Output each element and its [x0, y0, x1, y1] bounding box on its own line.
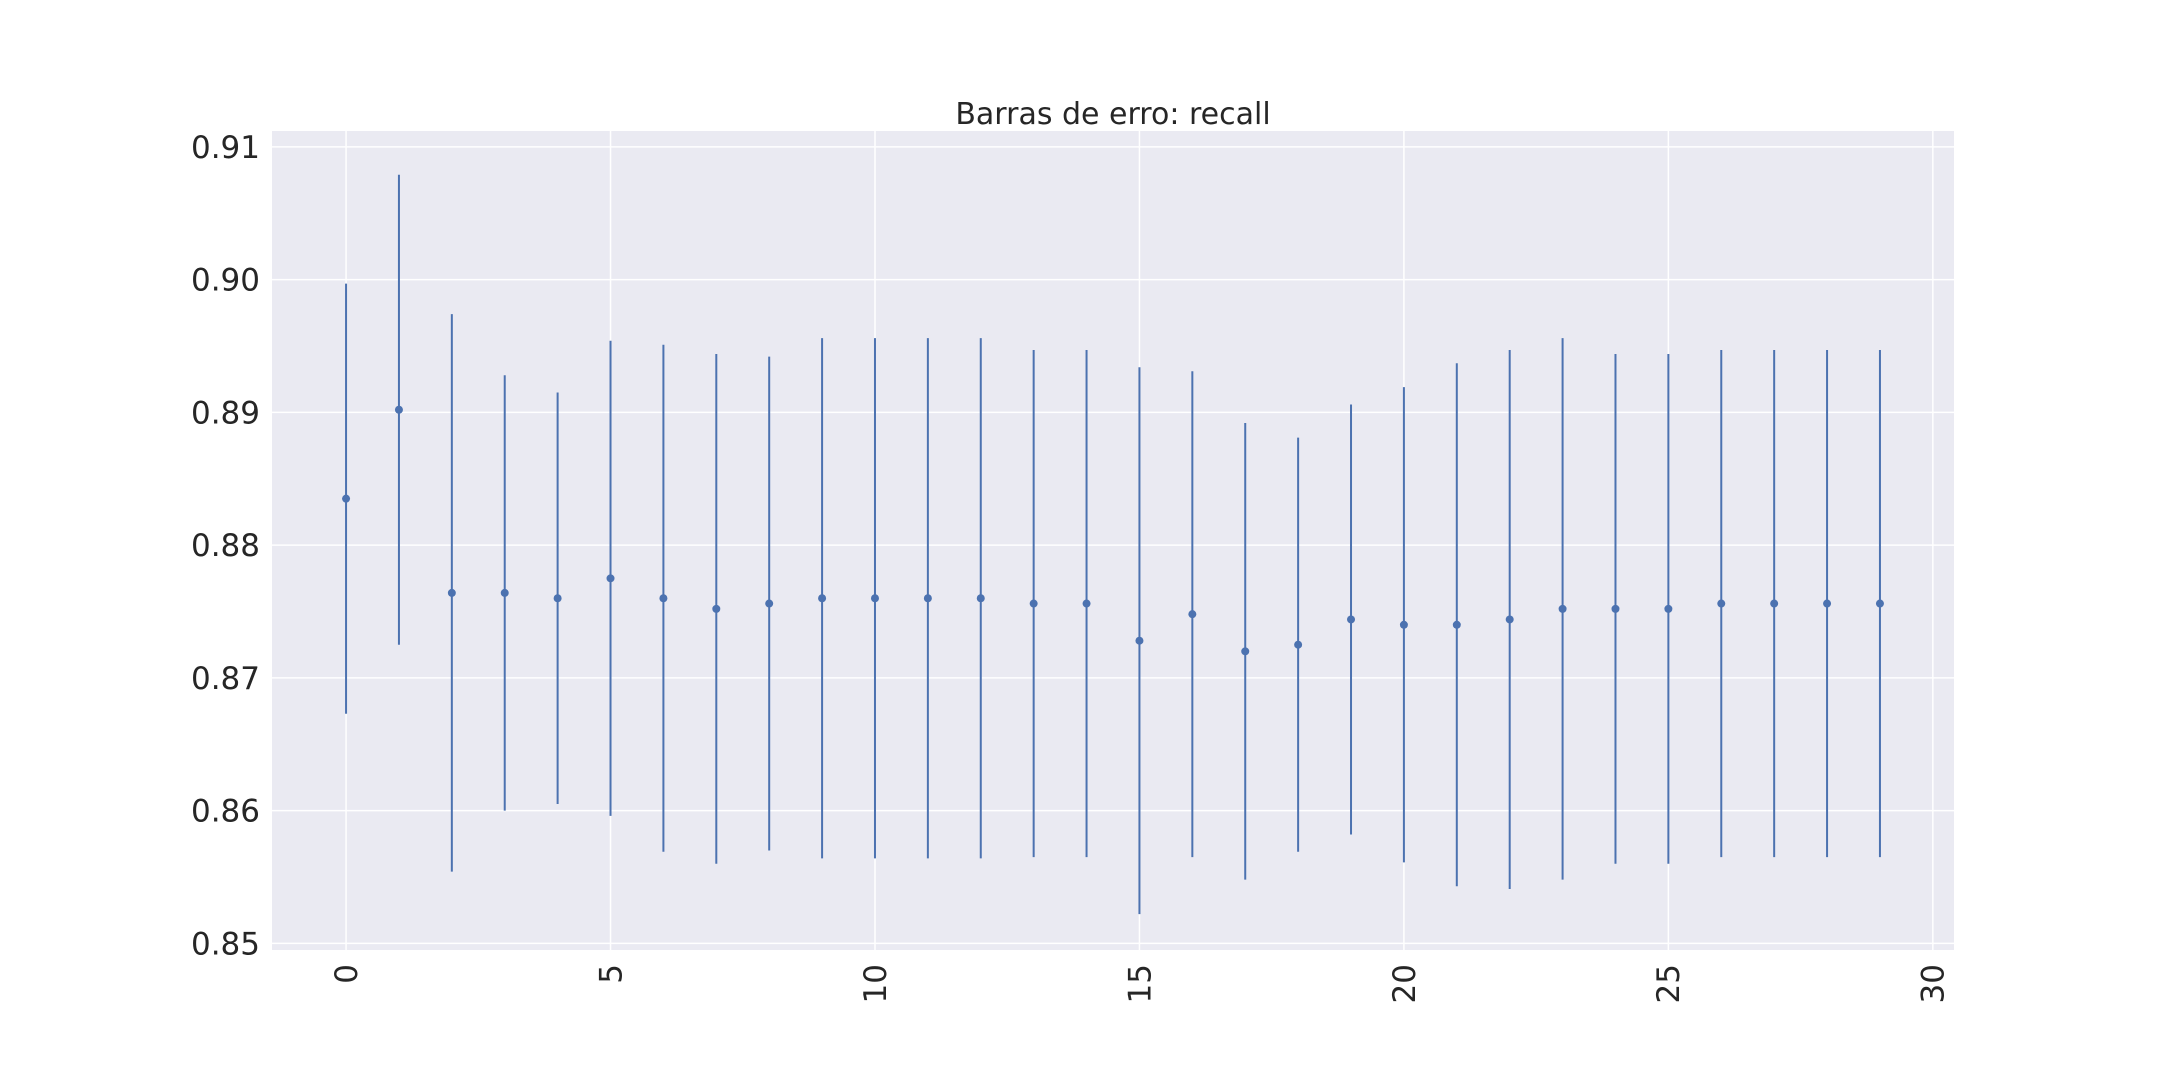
data-point — [1294, 641, 1302, 649]
y-tick-label: 0.86 — [191, 794, 260, 830]
y-tick-label: 0.91 — [191, 130, 260, 166]
x-tick-label: 5 — [593, 964, 629, 984]
x-tick-label: 0 — [329, 964, 365, 984]
data-point — [1083, 600, 1091, 608]
y-tick-label: 0.89 — [191, 395, 260, 431]
data-point — [818, 594, 826, 602]
x-tick-label: 30 — [1916, 964, 1952, 1003]
data-point — [1241, 647, 1249, 655]
data-point — [342, 495, 350, 503]
chart-title: Barras de erro: recall — [955, 97, 1270, 132]
data-point — [977, 594, 985, 602]
data-point — [395, 406, 403, 414]
data-point — [1823, 600, 1831, 608]
data-point — [448, 589, 456, 597]
data-point — [1030, 600, 1038, 608]
x-tick-label: 25 — [1651, 964, 1687, 1003]
data-point — [1876, 600, 1884, 608]
data-point — [554, 594, 562, 602]
data-point — [1611, 605, 1619, 613]
data-point — [501, 589, 509, 597]
data-point — [1453, 621, 1461, 629]
data-point — [1559, 605, 1567, 613]
data-point — [607, 574, 615, 582]
data-point — [1770, 600, 1778, 608]
data-point — [659, 594, 667, 602]
y-tick-label: 0.87 — [191, 661, 260, 697]
x-tick-label: 15 — [1122, 964, 1158, 1003]
data-point — [1717, 600, 1725, 608]
data-point — [924, 594, 932, 602]
data-point — [712, 605, 720, 613]
data-point — [1400, 621, 1408, 629]
data-point — [1135, 637, 1143, 645]
x-tick-label: 10 — [858, 964, 894, 1003]
plot-background — [272, 131, 1954, 950]
data-point — [1347, 615, 1355, 623]
data-point — [1506, 615, 1514, 623]
x-tick-labels: 0 5 10 15 20 25 30 — [329, 964, 1952, 1003]
y-tick-label: 0.85 — [191, 926, 260, 962]
y-tick-label: 0.88 — [191, 528, 260, 564]
x-tick-label: 20 — [1387, 964, 1423, 1003]
data-point — [1188, 610, 1196, 618]
data-point — [765, 600, 773, 608]
y-tick-labels: 0.85 0.86 0.87 0.88 0.89 0.90 0.91 — [191, 130, 260, 962]
y-tick-label: 0.90 — [191, 263, 260, 299]
data-point — [1664, 605, 1672, 613]
data-point — [871, 594, 879, 602]
